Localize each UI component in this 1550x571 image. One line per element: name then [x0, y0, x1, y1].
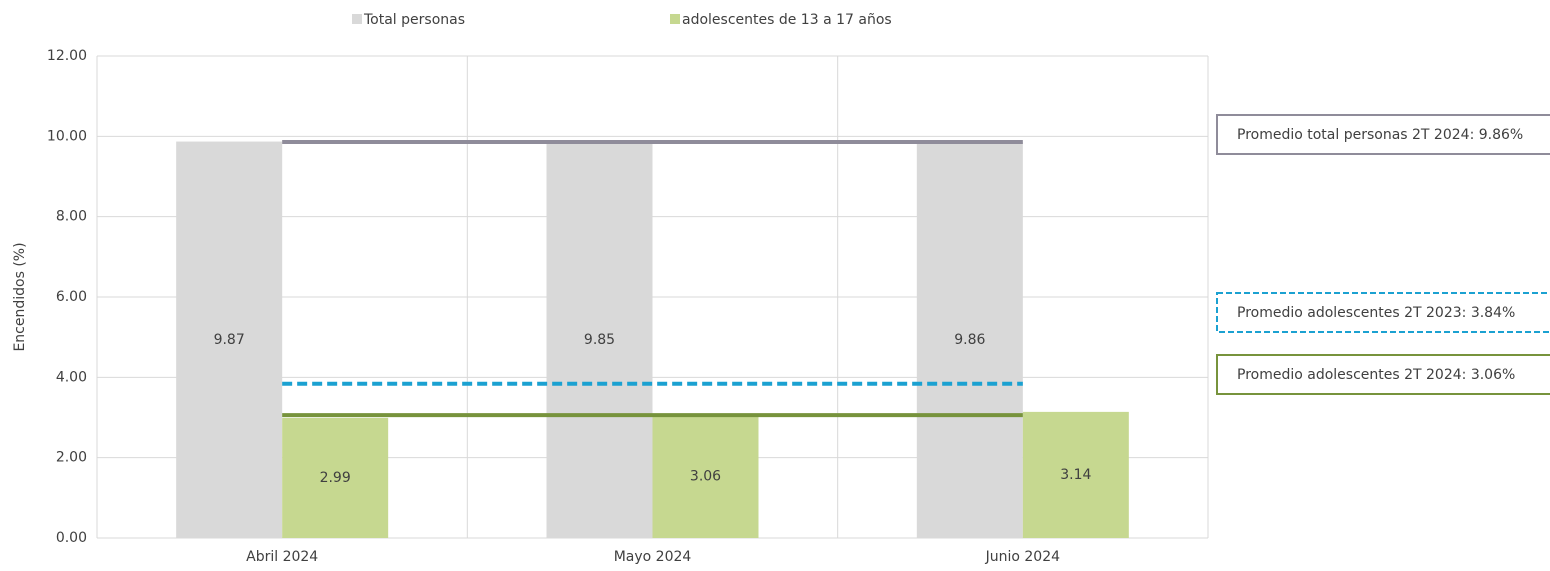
x-tick-label: Mayo 2024: [614, 549, 692, 565]
bar: [176, 141, 283, 538]
value-label: 9.87: [214, 332, 245, 348]
legend-swatch: [352, 14, 362, 24]
value-label: 3.06: [690, 469, 721, 485]
y-tick-label: 6.00: [56, 289, 87, 305]
bar: [1022, 411, 1129, 538]
annotation-text: Promedio adolescentes 2T 2024: 3.06%: [1237, 367, 1515, 383]
annotation-text: Promedio adolescentes 2T 2023: 3.84%: [1237, 305, 1515, 321]
y-tick-label: 0.00: [56, 530, 87, 546]
bar: [652, 415, 759, 538]
y-tick-label: 8.00: [56, 209, 87, 225]
annotation-text: Promedio total personas 2T 2024: 9.86%: [1237, 127, 1523, 143]
x-tick-label: Junio 2024: [985, 549, 1061, 565]
value-label: 9.85: [584, 332, 615, 348]
legend-label: adolescentes de 13 a 17 años: [682, 12, 892, 28]
y-tick-label: 4.00: [56, 369, 87, 385]
legend-swatch: [670, 14, 680, 24]
y-tick-label: 2.00: [56, 450, 87, 466]
bar: [546, 142, 653, 538]
x-tick-label: Abril 2024: [246, 549, 318, 565]
annotation-box: [1216, 114, 1550, 155]
annotation-box: [1216, 354, 1550, 395]
bar: [282, 417, 389, 538]
value-label: 2.99: [320, 470, 351, 486]
y-tick-label: 12.00: [47, 48, 87, 64]
legend-label: Total personas: [363, 12, 465, 28]
annotation-box: [1216, 292, 1550, 333]
bar: [916, 141, 1023, 538]
value-label: 3.14: [1060, 467, 1091, 483]
value-label: 9.86: [954, 332, 985, 348]
y-axis-label: Encendidos (%): [12, 242, 28, 351]
y-tick-label: 10.00: [47, 128, 87, 144]
